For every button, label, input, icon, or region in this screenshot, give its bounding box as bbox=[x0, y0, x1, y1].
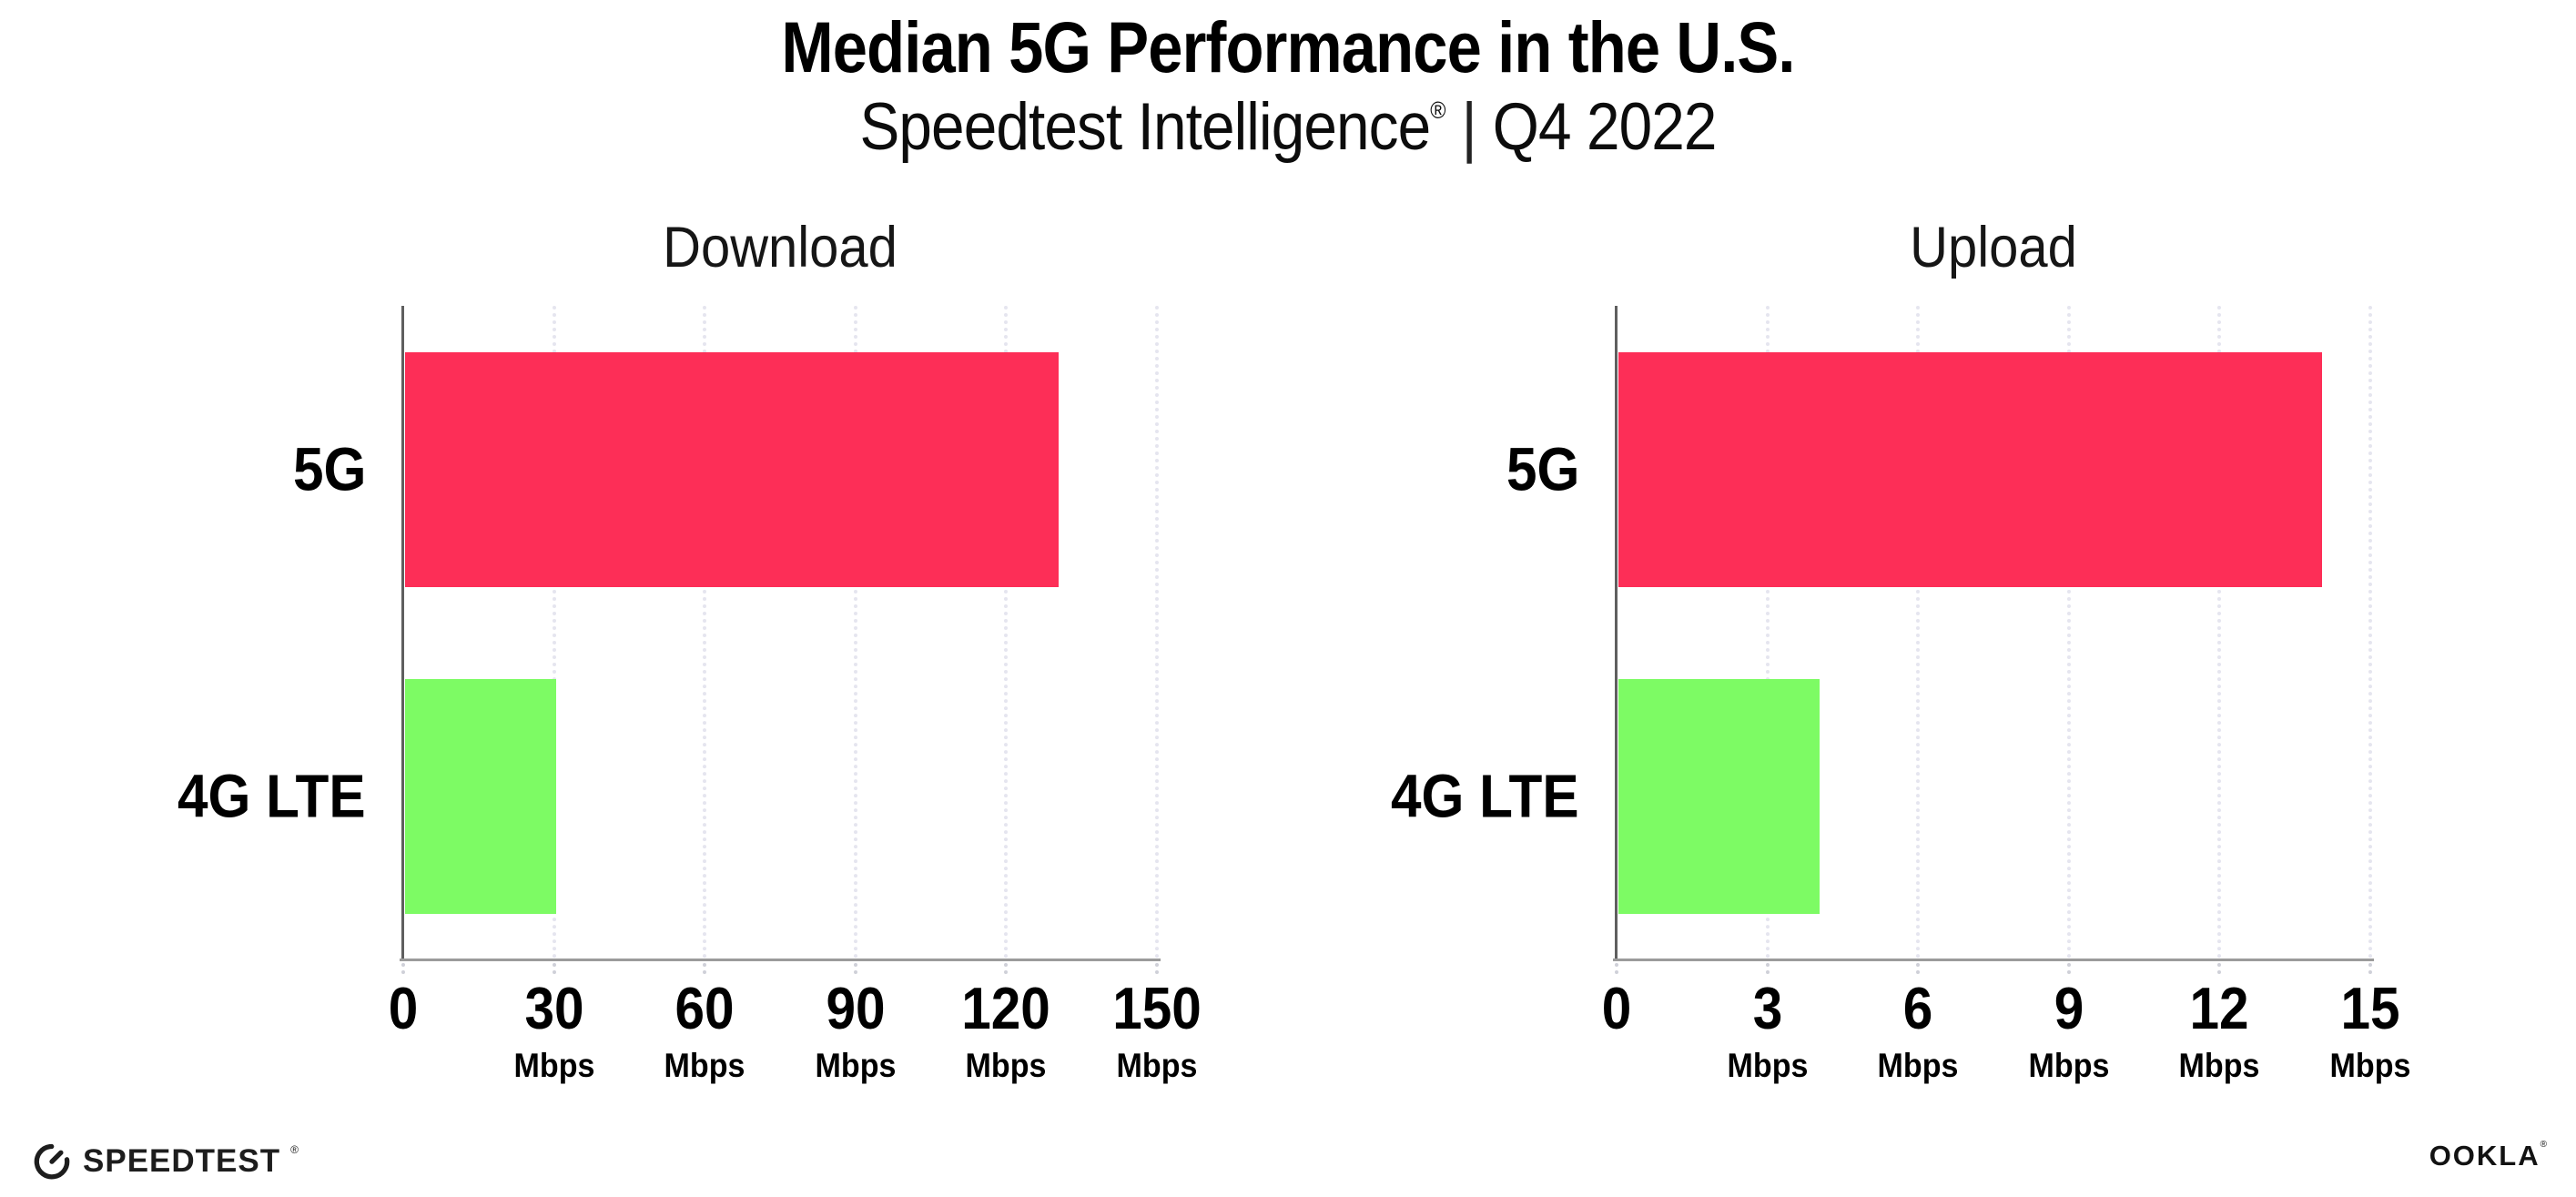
tick-mark-6 bbox=[1916, 963, 1921, 974]
ookla-registered-mark: ® bbox=[2540, 1140, 2547, 1150]
x-tick-label-30: 30 Mbps bbox=[510, 979, 598, 1082]
x-tick-label-120: 120 Mbps bbox=[957, 979, 1055, 1082]
tick-unit: Mbps bbox=[815, 1047, 897, 1084]
x-tick-label-15: 15 Mbps bbox=[2327, 979, 2415, 1082]
gridline-30 bbox=[552, 306, 556, 959]
registered-mark: ® bbox=[1430, 96, 1445, 125]
tick-value: 3 bbox=[1752, 975, 1782, 1041]
tick-unit: Mbps bbox=[2329, 1047, 2411, 1084]
tick-value: 120 bbox=[961, 975, 1051, 1041]
x-axis-line bbox=[400, 959, 1161, 961]
x-tick-label-12: 12 Mbps bbox=[2175, 979, 2264, 1082]
gridline-15 bbox=[2368, 306, 2372, 959]
y-axis-line bbox=[1615, 306, 1618, 961]
speedtest-logo: SPEEDTEST ® bbox=[31, 1140, 299, 1182]
gridline-9 bbox=[2066, 306, 2071, 959]
page-title: Median 5G Performance in the U.S. bbox=[781, 6, 1795, 87]
gridline-150 bbox=[1155, 306, 1159, 959]
x-tick-label-9: 9 Mbps bbox=[2024, 979, 2113, 1082]
tick-mark-3 bbox=[1765, 963, 1770, 974]
ookla-logo: OOKLA ® bbox=[2429, 1140, 2547, 1172]
tick-unit: Mbps bbox=[965, 1047, 1047, 1084]
tick-mark-12 bbox=[2217, 963, 2222, 974]
ookla-wordmark: OOKLA bbox=[2429, 1140, 2541, 1172]
gridline-12 bbox=[2217, 306, 2222, 959]
tick-value: 0 bbox=[388, 975, 419, 1041]
tick-mark-120 bbox=[1004, 963, 1009, 974]
x-tick-label-0: 0 bbox=[1600, 979, 1633, 1038]
x-tick-label-3: 3 Mbps bbox=[1723, 979, 1811, 1082]
category-label-5g: 5G bbox=[292, 435, 366, 504]
tick-mark-0 bbox=[401, 963, 405, 974]
upload-chart-title: Upload bbox=[1910, 216, 2077, 279]
tick-mark-0 bbox=[1615, 963, 1618, 974]
download-chart-title: Download bbox=[663, 216, 898, 279]
gridline-60 bbox=[703, 306, 707, 959]
bar-4g-lte-upload bbox=[1618, 679, 1820, 914]
header: Median 5G Performance in the U.S. Speedt… bbox=[0, 6, 2576, 166]
x-tick-label-90: 90 Mbps bbox=[811, 979, 899, 1082]
subtitle-brand: Speedtest Intelligence bbox=[859, 90, 1431, 165]
tick-value: 12 bbox=[2189, 975, 2249, 1041]
tick-unit: Mbps bbox=[1727, 1047, 1809, 1084]
category-label-4g-lte: 4G LTE bbox=[1391, 762, 1579, 831]
tick-mark-60 bbox=[703, 963, 707, 974]
bar-5g-upload bbox=[1618, 352, 2322, 587]
upload-chart: Upload 0 3 Mbps 6 Mbps 9 Mbps 12 Mbps 15 Mbps 5G 4G … bbox=[1391, 216, 2410, 1082]
tick-mark-30 bbox=[552, 963, 556, 974]
tick-mark-90 bbox=[853, 963, 857, 974]
x-tick-label-60: 60 Mbps bbox=[661, 979, 749, 1082]
tick-value: 90 bbox=[826, 975, 886, 1041]
tick-unit: Mbps bbox=[1877, 1047, 1959, 1084]
x-axis-line bbox=[1613, 959, 2374, 961]
gridline-3 bbox=[1765, 306, 1770, 959]
y-axis-line bbox=[401, 306, 404, 961]
subtitle-divider: | bbox=[1461, 90, 1477, 165]
tick-value: 6 bbox=[1902, 975, 1933, 1041]
subtitle-period: Q4 2022 bbox=[1492, 90, 1718, 165]
tick-value: 30 bbox=[524, 975, 584, 1041]
x-tick-label-0: 0 bbox=[387, 979, 420, 1038]
gridline-120 bbox=[1004, 306, 1009, 959]
tick-unit: Mbps bbox=[664, 1047, 745, 1084]
tick-mark-9 bbox=[2066, 963, 2071, 974]
tick-mark-15 bbox=[2368, 963, 2372, 974]
tick-value: 150 bbox=[1112, 975, 1202, 1041]
bar-5g-download bbox=[405, 352, 1059, 587]
tick-value: 60 bbox=[674, 975, 735, 1041]
speedtest-wordmark: SPEEDTEST bbox=[83, 1142, 281, 1179]
category-label-5g: 5G bbox=[1506, 435, 1579, 504]
speedtest-registered-mark: ® bbox=[290, 1143, 299, 1156]
gridline-90 bbox=[853, 306, 857, 959]
download-chart: Download 0 30 Mbps 60 Mbps 90 Mbps 120 Mbps 150 Mb… bbox=[177, 216, 1201, 1082]
tick-value: 9 bbox=[2054, 975, 2084, 1041]
bar-4g-lte-download bbox=[405, 679, 556, 914]
speedtest-gauge-icon bbox=[34, 1143, 70, 1180]
category-label-4g-lte: 4G LTE bbox=[177, 762, 366, 831]
tick-mark-150 bbox=[1155, 963, 1159, 974]
x-tick-label-150: 150 Mbps bbox=[1108, 979, 1206, 1082]
page-subtitle: Speedtest Intelligence® | Q4 2022 bbox=[129, 89, 2448, 166]
tick-unit: Mbps bbox=[2028, 1047, 2110, 1084]
tick-value: 0 bbox=[1601, 975, 1632, 1041]
x-tick-label-6: 6 Mbps bbox=[1874, 979, 1962, 1082]
gridline-6 bbox=[1916, 306, 1921, 959]
tick-value: 15 bbox=[2340, 975, 2400, 1041]
tick-unit: Mbps bbox=[2178, 1047, 2260, 1084]
tick-unit: Mbps bbox=[1116, 1047, 1198, 1084]
tick-unit: Mbps bbox=[513, 1047, 595, 1084]
